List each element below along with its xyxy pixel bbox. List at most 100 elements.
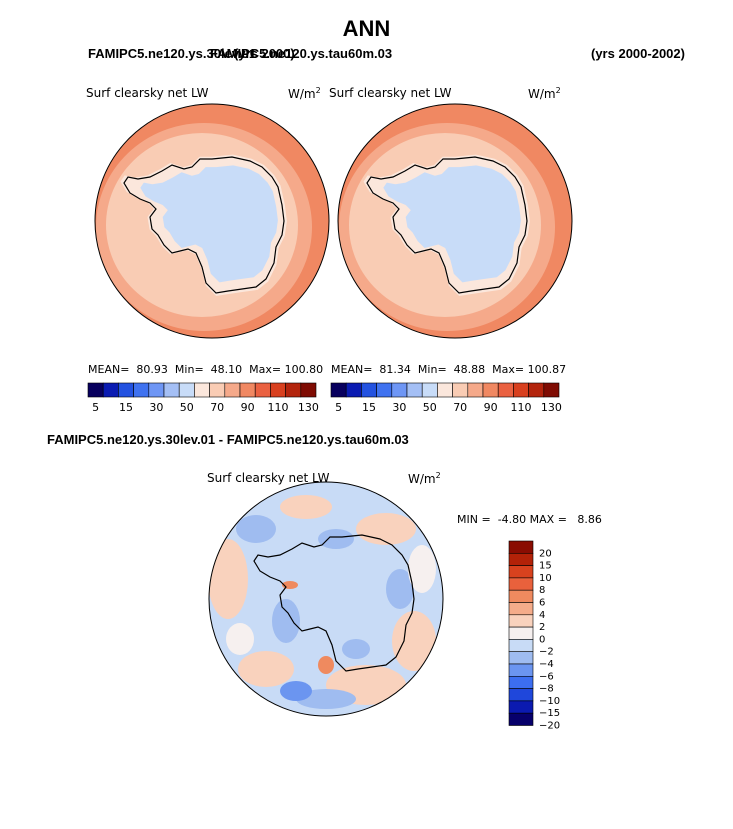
diff-title: Surf clearsky net LW <box>207 471 330 485</box>
colorbar-tick-label: 70 <box>210 401 224 414</box>
colorbar-swatch <box>239 382 256 398</box>
diff-colorbar-tick-label: 0 <box>539 634 545 645</box>
diff-anomaly-region <box>280 495 332 519</box>
colorbar-tick-label: 90 <box>484 401 498 414</box>
diff-colorbar-tick-label: 4 <box>539 610 545 621</box>
colorbar-swatch <box>270 382 286 398</box>
diff-anomaly-region <box>356 513 416 545</box>
diff-colorbar-tick-label: −15 <box>539 708 560 719</box>
colorbar-2: 5 15 30 50 70 90 110 130 <box>330 382 562 414</box>
diff-colorbar-tick-label: −20 <box>539 721 560 732</box>
colorbar-swatch <box>102 382 119 398</box>
diff-colorbar-tick-label: −4 <box>539 659 554 670</box>
diff-colorbar-swatch <box>508 712 534 726</box>
colorbar-swatch <box>543 382 560 398</box>
colorbar-swatch <box>254 382 271 398</box>
colorbar-swatch <box>118 382 134 398</box>
colorbar-tick-label: 15 <box>119 401 133 414</box>
diff-heading: FAMIPC5.ne120.ys.30lev.01 - FAMIPC5.ne12… <box>47 432 409 447</box>
colorbar-tick-label: 50 <box>180 401 194 414</box>
diff-colorbar-swatch <box>508 565 534 579</box>
panel-1-stats: MEAN= 80.93 Min= 48.10 Max= 100.80 <box>88 363 324 376</box>
diff-colorbar-swatch <box>508 552 534 566</box>
coastline <box>123 156 285 294</box>
panel-2-stats: MEAN= 81.34 Min= 48.88 Max= 100.87 <box>331 363 567 376</box>
diff-anomaly-region <box>386 569 414 609</box>
diff-anomaly-region <box>280 681 312 701</box>
diff-anomaly-region <box>392 611 436 671</box>
colorbar-swatch <box>209 382 226 398</box>
map-border-1 <box>94 103 330 339</box>
colorbar-swatch <box>330 382 347 398</box>
ice-sheet-region <box>383 165 521 283</box>
colorbar-swatch <box>452 382 469 398</box>
colorbar-tick-label: 70 <box>453 401 467 414</box>
diff-colorbar-tick-label: −2 <box>539 647 554 658</box>
diff-coastline <box>253 534 415 672</box>
diff-colorbar-swatch <box>508 540 534 554</box>
colorbar-swatch <box>391 382 408 398</box>
colorbar-swatch <box>178 382 195 398</box>
diff-colorbar-swatch <box>508 614 534 628</box>
colorbar-swatch <box>421 382 438 398</box>
colorbar-swatch <box>361 382 377 398</box>
colorbar-swatch <box>285 382 302 398</box>
colorbar-swatch <box>87 382 104 398</box>
colorbar-tick-label: 110 <box>511 401 532 414</box>
diff-colorbar-swatch <box>508 688 534 702</box>
diff-colorbar-tick-label: 15 <box>539 561 552 572</box>
colorbar-swatch <box>513 382 529 398</box>
colorbar-tick-label: 5 <box>92 401 99 414</box>
diff-colorbar-swatch <box>508 651 534 665</box>
colorbar-swatch <box>194 382 210 398</box>
diff-anomaly-region <box>209 539 248 619</box>
diff-colorbar-swatch <box>508 700 534 714</box>
diff-anomaly-region <box>408 545 436 593</box>
colorbar-swatch <box>497 382 514 398</box>
case-name-1: FAMIPC5.ne120.ys.30lev.01 <box>88 46 257 61</box>
diff-colorbar-tick-label: 2 <box>539 622 545 633</box>
colorbar-swatch <box>300 382 317 398</box>
colorbar-swatch <box>133 382 150 398</box>
diff-colorbar-swatch <box>508 663 534 677</box>
colorbar-swatch <box>467 382 484 398</box>
diff-colorbar-tick-label: −6 <box>539 671 554 682</box>
panel-2-units: W/m2 <box>528 86 561 101</box>
diff-map-panel <box>209 482 443 716</box>
diff-anomaly-region <box>236 515 276 543</box>
diff-colorbar-swatch <box>508 589 534 603</box>
diff-colorbar-swatch <box>508 675 534 689</box>
diff-colorbar-swatch <box>508 577 534 591</box>
panel-1-title: Surf clearsky net LW <box>86 86 209 100</box>
case-name-2: FAMIPC5.ne120.ys.tau60m.03 <box>210 46 393 61</box>
colorbar-swatch <box>376 382 393 398</box>
colorbar-swatch <box>437 382 453 398</box>
diff-map-border <box>208 481 444 717</box>
diff-colorbar-tick-label: 10 <box>539 573 552 584</box>
colorbar-tick-label: 130 <box>541 401 562 414</box>
diff-positive-peak <box>318 656 334 674</box>
colorbar-tick-label: 50 <box>423 401 437 414</box>
diff-anomaly-region <box>342 639 370 659</box>
panel-2-title: Surf clearsky net LW <box>329 86 452 100</box>
years-label-2: (yrs 2000-2002) <box>591 46 685 61</box>
colorbar-tick-label: 30 <box>149 401 163 414</box>
colorbar-1: 5 15 30 50 70 90 110 130 <box>87 382 319 414</box>
diff-colorbar-swatch <box>508 639 534 653</box>
colorbar-tick-label: 130 <box>298 401 319 414</box>
diff-anomaly-region <box>238 651 294 687</box>
map-panel-2 <box>338 104 572 338</box>
colorbar-swatch <box>406 382 423 398</box>
diff-colorbar-tick-label: −8 <box>539 684 554 695</box>
ice-sheet-region <box>140 165 278 283</box>
colorbar-tick-label: 30 <box>392 401 406 414</box>
diff-units: W/m2 <box>408 471 441 486</box>
panel-1-units: W/m2 <box>288 86 321 101</box>
diff-colorbar-tick-label: −10 <box>539 696 560 707</box>
colorbar-swatch <box>482 382 499 398</box>
diff-minmax: MIN = -4.80 MAX = 8.86 <box>457 513 602 526</box>
colorbar-tick-label: 5 <box>335 401 342 414</box>
colorbar-swatch <box>148 382 165 398</box>
colorbar-swatch <box>224 382 241 398</box>
